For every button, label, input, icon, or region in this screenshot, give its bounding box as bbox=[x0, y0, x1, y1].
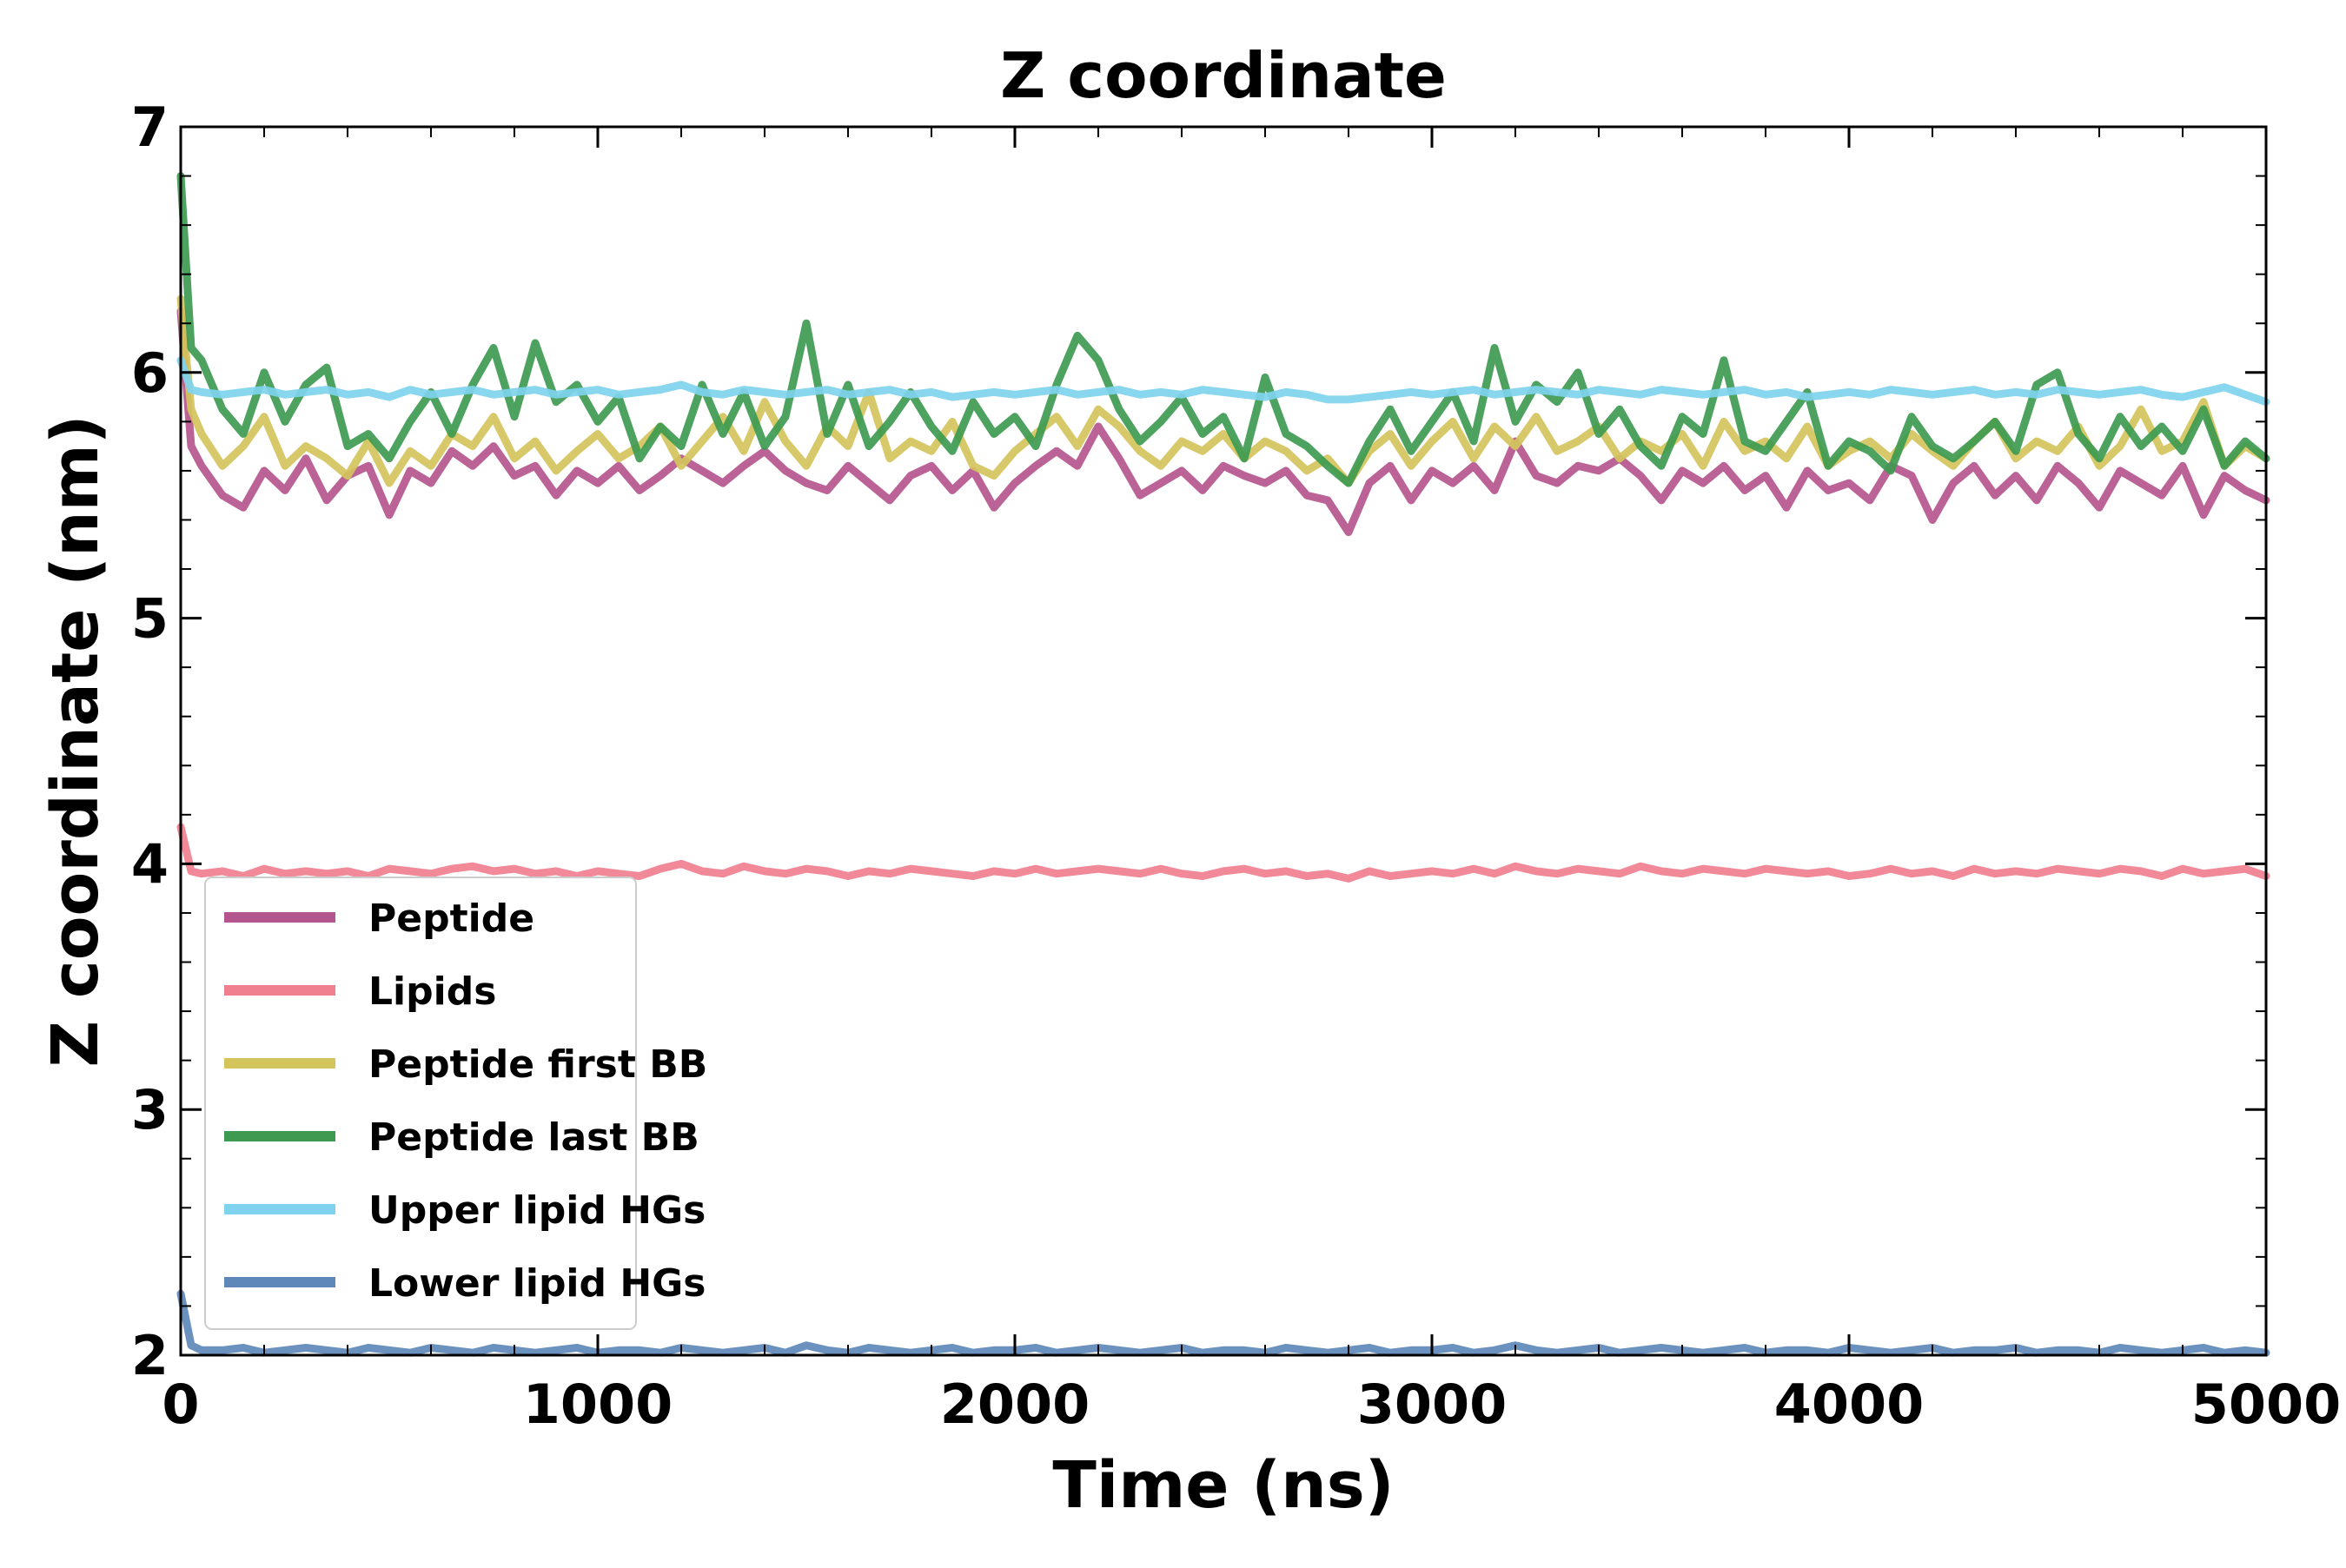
y-tick-label: 7 bbox=[131, 96, 169, 159]
legend-label: Lipids bbox=[368, 969, 496, 1014]
x-tick-label: 3000 bbox=[1357, 1373, 1508, 1436]
legend-label: Lower lipid HGs bbox=[368, 1261, 706, 1306]
series-layer bbox=[176, 172, 2270, 1357]
y-tick-label: 5 bbox=[131, 587, 169, 651]
series-line-2 bbox=[176, 823, 2270, 883]
legend-label: Peptide last BB bbox=[368, 1115, 699, 1160]
series-line-6 bbox=[176, 1289, 2270, 1357]
y-axis-label: Z coordinate (nm) bbox=[38, 414, 113, 1067]
x-tick-label: 4000 bbox=[1774, 1373, 1925, 1436]
x-axis-label: Time (ns) bbox=[1052, 1448, 1394, 1523]
ticks-layer: 0 1000 2000 3000 4000 5000 2 3 4 5 6 7 bbox=[131, 96, 2341, 1436]
y-tick-label: 2 bbox=[131, 1324, 169, 1387]
y-tick-label: 4 bbox=[131, 832, 169, 896]
y-tick-label: 3 bbox=[131, 1078, 169, 1141]
y-tick-label: 6 bbox=[131, 341, 169, 405]
x-tick-label: 1000 bbox=[523, 1373, 673, 1436]
legend-label: Upper lipid HGs bbox=[368, 1188, 706, 1233]
x-tick-label: 0 bbox=[162, 1373, 199, 1436]
chart-title: Z coordinate bbox=[1000, 39, 1447, 112]
legend-label: Peptide bbox=[368, 896, 534, 941]
series-line-1 bbox=[176, 307, 2270, 537]
x-tick-label: 5000 bbox=[2191, 1373, 2342, 1436]
plot-frame bbox=[179, 125, 2268, 1357]
x-tick-label: 2000 bbox=[940, 1373, 1090, 1436]
series-line-4 bbox=[176, 172, 2270, 487]
series-line-3 bbox=[176, 294, 2270, 487]
legend: Peptide Lipids Peptide first BB Peptide las… bbox=[204, 877, 707, 1330]
legend-label: Peptide first BB bbox=[368, 1042, 707, 1087]
series-line-5 bbox=[176, 356, 2270, 407]
